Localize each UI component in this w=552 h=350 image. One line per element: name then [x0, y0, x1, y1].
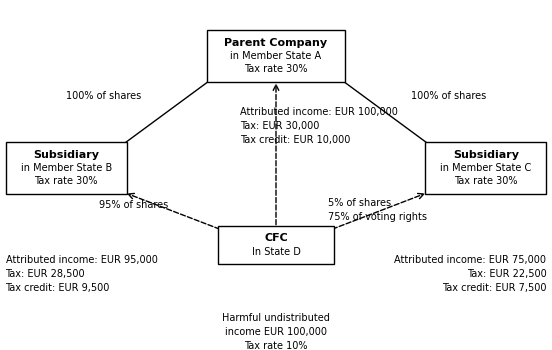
Text: 100% of shares: 100% of shares [411, 91, 486, 101]
Text: Attributed income: EUR 95,000
Tax: EUR 28,500
Tax credit: EUR 9,500: Attributed income: EUR 95,000 Tax: EUR 2… [6, 256, 157, 294]
Text: 5% of shares
75% of voting rights: 5% of shares 75% of voting rights [328, 198, 427, 222]
Text: CFC: CFC [264, 233, 288, 243]
Text: in Member State A: in Member State A [230, 51, 322, 61]
Text: Tax rate 30%: Tax rate 30% [34, 176, 98, 186]
Text: Harmful undistributed
income EUR 100,000
Tax rate 10%: Harmful undistributed income EUR 100,000… [222, 313, 330, 350]
FancyBboxPatch shape [6, 142, 127, 194]
Text: Parent Company: Parent Company [225, 38, 327, 48]
Text: Subsidiary: Subsidiary [453, 150, 519, 160]
Text: In State D: In State D [252, 247, 300, 257]
FancyBboxPatch shape [218, 226, 334, 264]
Text: Attributed income: EUR 100,000
Tax: EUR 30,000
Tax credit: EUR 10,000: Attributed income: EUR 100,000 Tax: EUR … [240, 107, 398, 145]
Text: Attributed income: EUR 75,000
Tax: EUR 22,500
Tax credit: EUR 7,500: Attributed income: EUR 75,000 Tax: EUR 2… [395, 256, 546, 294]
FancyBboxPatch shape [207, 30, 345, 82]
Text: 95% of shares: 95% of shares [99, 200, 168, 210]
Text: 100% of shares: 100% of shares [66, 91, 141, 101]
Text: Subsidiary: Subsidiary [33, 150, 99, 160]
Text: in Member State B: in Member State B [20, 163, 112, 173]
FancyBboxPatch shape [425, 142, 546, 194]
Text: in Member State C: in Member State C [440, 163, 532, 173]
Text: Tax rate 30%: Tax rate 30% [454, 176, 518, 186]
Text: Tax rate 30%: Tax rate 30% [244, 64, 308, 74]
